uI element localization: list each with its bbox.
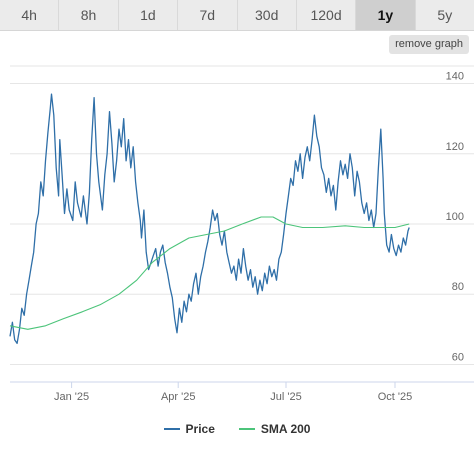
tab-7d[interactable]: 7d [178, 0, 238, 30]
tab-5y[interactable]: 5y [415, 0, 474, 30]
remove-graph-button[interactable]: remove graph [389, 35, 469, 54]
legend-item-price[interactable]: Price [163, 422, 215, 436]
timeframe-tabs: 4h 8h 1d 7d 30d 120d 1y 5y [0, 0, 474, 31]
legend-item-sma[interactable]: SMA 200 [238, 422, 311, 436]
y-tick-label: 120 [446, 141, 464, 153]
x-tick-label: Jul '25 [270, 391, 301, 403]
tab-1y[interactable]: 1y [356, 0, 416, 30]
tab-1d[interactable]: 1d [118, 0, 179, 30]
tab-8h[interactable]: 8h [59, 0, 119, 30]
y-tick-label: 80 [452, 281, 464, 293]
legend-sma-label: SMA 200 [260, 422, 311, 436]
x-tick-label: Oct '25 [378, 391, 413, 403]
price-line [9, 93, 410, 345]
y-tick-label: 60 [452, 351, 464, 363]
legend-price-label: Price [185, 422, 215, 436]
y-tick-label: 140 [446, 71, 464, 83]
price-legend-swatch [163, 428, 180, 430]
sma-200-line [9, 216, 410, 330]
sma-legend-swatch [238, 428, 255, 430]
tab-4h[interactable]: 4h [0, 0, 60, 30]
tab-120d[interactable]: 120d [296, 0, 357, 30]
x-tick-label: Apr '25 [161, 391, 196, 403]
tab-30d[interactable]: 30d [237, 0, 297, 30]
y-tick-label: 100 [446, 211, 464, 223]
chart-legend: Price SMA 200 [0, 419, 474, 439]
x-tick-label: Jan '25 [54, 391, 89, 403]
